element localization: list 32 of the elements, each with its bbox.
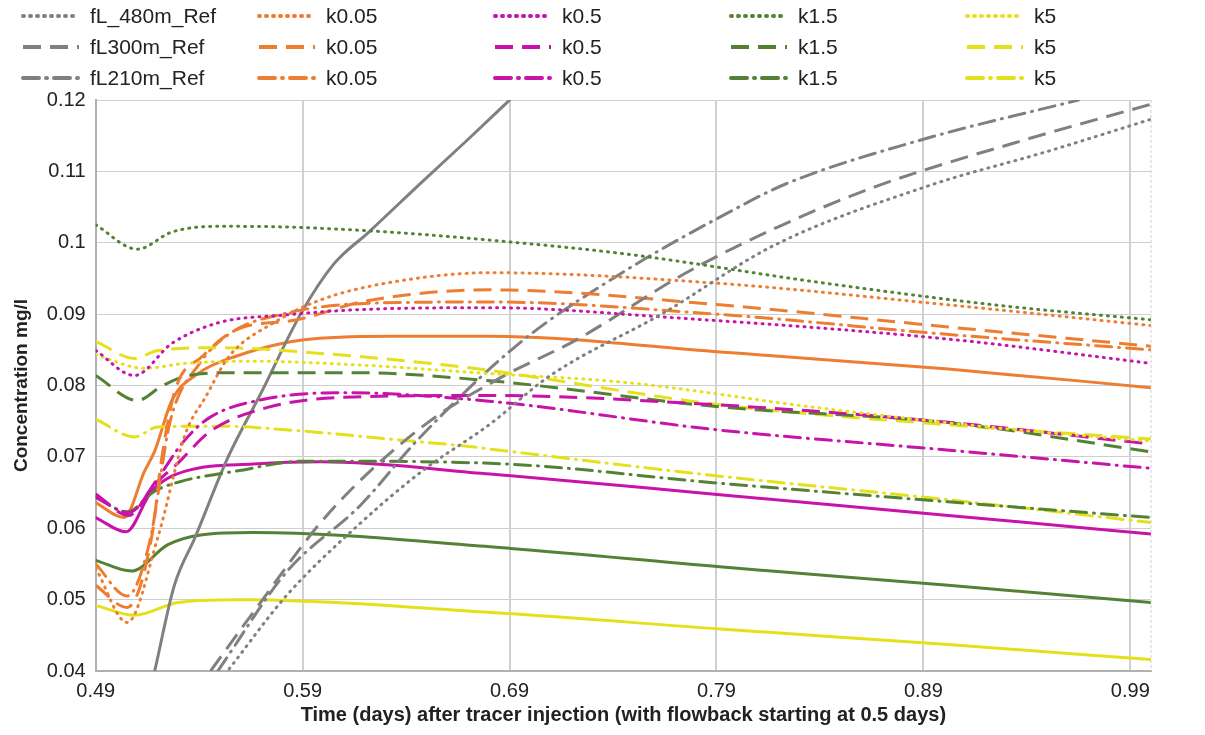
y-tick-label: 0.1 [57,230,86,253]
legend-label: k1.5 [798,34,838,59]
legend-label: k5 [1034,34,1057,59]
legend-label: k0.5 [562,3,602,28]
y-tick-label: 0.09 [46,301,86,324]
legend-label: k0.05 [326,3,378,28]
legend-label: k0.05 [326,34,378,59]
legend-label: fL210m_Ref [90,65,205,90]
y-tick-label: 0.08 [46,373,86,396]
x-tick-label: 0.49 [76,678,116,701]
x-tick-label: 0.59 [283,678,323,701]
y-axis-title: Concentration mg/l [9,298,31,473]
legend-label: fL300m_Ref [90,34,205,59]
y-tick-label: 0.11 [48,158,86,181]
y-tick-label: 0.07 [46,444,86,467]
x-axis-title: Time (days) after tracer injection (with flowback starting at 0.5 days) [300,702,947,725]
x-tick-label: 0.69 [490,678,530,701]
x-tick-label: 0.79 [697,678,736,701]
legend-label: k0.5 [562,34,602,59]
x-tick-label: 0.89 [903,678,943,701]
legend-label: k1.5 [798,65,838,90]
y-tick-label: 0.04 [46,658,86,681]
legend-label: k0.5 [562,65,602,90]
y-tick-label: 0.05 [46,587,86,610]
legend-label: k5 [1034,65,1057,90]
x-tick-label: 0.99 [1110,678,1150,701]
y-tick-label: 0.06 [46,515,86,538]
legend-label: k5 [1034,3,1057,28]
legend-label: k0.05 [326,65,378,90]
legend-label: k1.5 [798,3,838,28]
legend-label: fL_480m_Ref [90,3,217,28]
y-tick-label: 0.12 [46,87,86,110]
